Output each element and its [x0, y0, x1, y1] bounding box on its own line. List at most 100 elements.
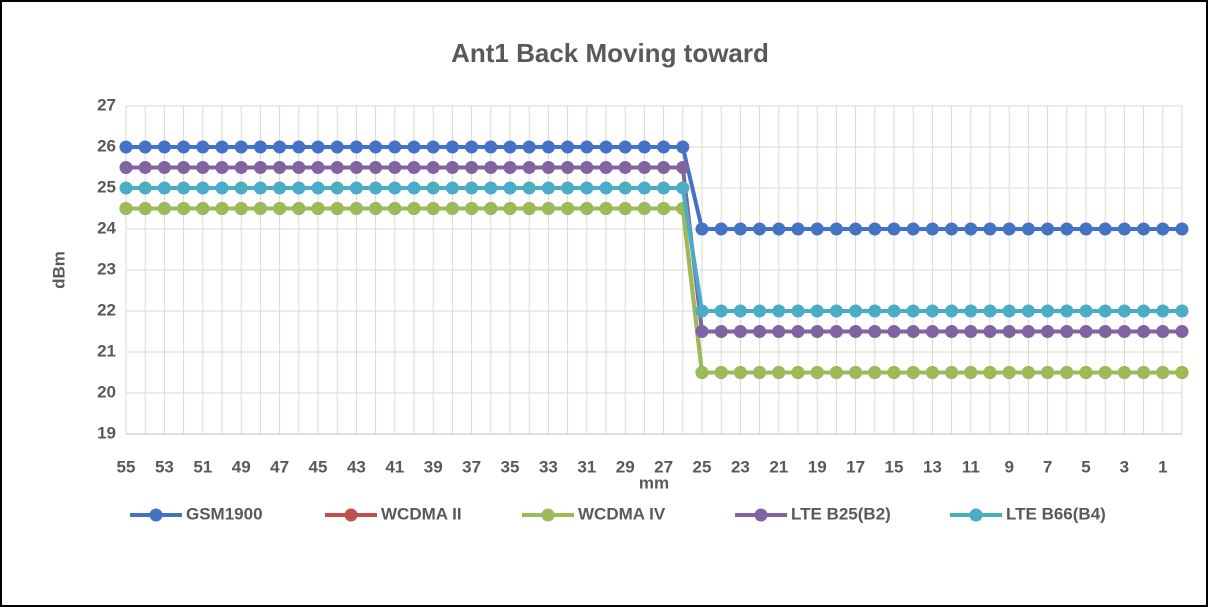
point [983, 222, 997, 236]
x-tick-label: 51 [193, 457, 212, 476]
point [906, 304, 920, 318]
x-tick-label: 15 [885, 457, 904, 476]
point [369, 202, 383, 215]
point [676, 161, 690, 174]
point [829, 304, 843, 318]
point [1137, 304, 1151, 318]
point [1041, 366, 1055, 379]
x-axis-label: mm [639, 473, 669, 492]
point [964, 304, 978, 318]
point [1156, 304, 1170, 318]
point [1079, 366, 1093, 379]
point [945, 366, 959, 379]
point [503, 202, 517, 215]
point [753, 304, 767, 318]
point [772, 222, 786, 236]
point [407, 181, 421, 195]
point [522, 181, 536, 195]
x-tick-label: 5 [1081, 457, 1090, 476]
point [695, 366, 709, 379]
point [714, 222, 728, 236]
x-tick-label: 41 [385, 457, 404, 476]
point [964, 325, 978, 338]
point [253, 161, 267, 174]
point [791, 325, 805, 338]
legend-label: WCDMA IV [578, 504, 666, 523]
point [1079, 325, 1093, 338]
point [964, 222, 978, 236]
point [1117, 325, 1131, 338]
point [887, 222, 901, 236]
point [177, 181, 191, 195]
point [925, 304, 939, 318]
x-tick-label: 11 [962, 457, 980, 476]
point [868, 222, 882, 236]
point [541, 161, 555, 174]
point [215, 161, 229, 174]
legend-label: LTE B25(B2) [791, 504, 891, 523]
point [925, 366, 939, 379]
point [407, 161, 421, 174]
point [637, 161, 651, 174]
point [849, 366, 863, 379]
point [215, 140, 229, 154]
point [637, 140, 651, 154]
point [1137, 222, 1151, 236]
point [561, 161, 575, 174]
point [311, 140, 325, 154]
point [388, 202, 402, 215]
point [177, 140, 191, 154]
point [618, 202, 632, 215]
x-tick-label: 25 [693, 457, 712, 476]
point [1021, 366, 1035, 379]
point [196, 202, 210, 215]
point [580, 202, 594, 215]
point [925, 222, 939, 236]
x-tick-label: 35 [501, 457, 520, 476]
point [1021, 222, 1035, 236]
x-tick-label: 21 [769, 457, 788, 476]
point [945, 222, 959, 236]
point [445, 181, 459, 195]
point [138, 202, 152, 215]
point [1098, 222, 1112, 236]
point [599, 140, 613, 154]
point [253, 140, 267, 154]
point [676, 140, 690, 154]
point [676, 181, 690, 195]
point [426, 161, 440, 174]
point [138, 140, 152, 154]
point [580, 161, 594, 174]
point [1117, 304, 1131, 318]
point [637, 181, 651, 195]
point [753, 366, 767, 379]
point [541, 202, 555, 215]
x-tick-label: 17 [846, 457, 865, 476]
point [599, 161, 613, 174]
point [1021, 325, 1035, 338]
point [388, 161, 402, 174]
y-tick-label: 23 [97, 259, 116, 278]
point [1060, 325, 1074, 338]
x-tick-label: 55 [117, 457, 136, 476]
point [330, 161, 344, 174]
point [868, 325, 882, 338]
x-tick-label: 19 [808, 457, 827, 476]
y-tick-label: 22 [97, 300, 116, 319]
point [177, 202, 191, 215]
point [1060, 366, 1074, 379]
point [810, 304, 824, 318]
point [810, 366, 824, 379]
x-tick-label: 23 [731, 457, 750, 476]
x-tick-label: 31 [577, 457, 596, 476]
x-tick-label: 49 [232, 457, 251, 476]
point [618, 181, 632, 195]
point [887, 325, 901, 338]
point [561, 140, 575, 154]
point [714, 366, 728, 379]
point [1002, 222, 1016, 236]
x-tick-label: 3 [1120, 457, 1129, 476]
y-tick-label: 25 [97, 177, 116, 196]
point [695, 304, 709, 318]
point [733, 304, 747, 318]
